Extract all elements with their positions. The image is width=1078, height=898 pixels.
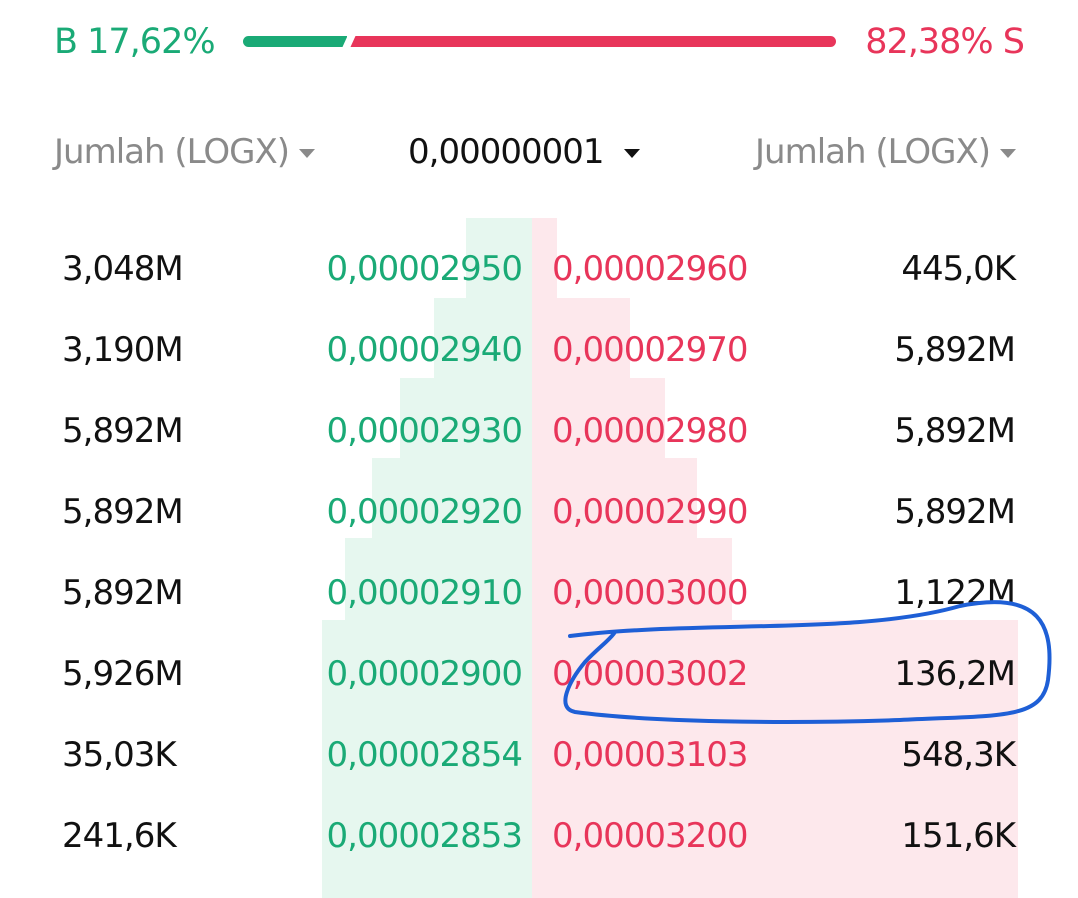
buy-price: 0,00002900 xyxy=(326,654,523,694)
buy-price: 0,00002940 xyxy=(326,330,523,370)
buy-price: 0,00002920 xyxy=(326,492,523,532)
caret xyxy=(299,149,315,158)
buy-price: 0,00002950 xyxy=(326,249,523,289)
depth-bg xyxy=(434,298,532,380)
buy-amount: 3,048M xyxy=(62,249,184,289)
left-amount-selector[interactable]: Jumlah (LOGX) xyxy=(54,132,315,172)
sell-ratio-bar xyxy=(350,36,836,47)
depth-bg xyxy=(400,378,532,460)
depth-bg xyxy=(322,620,532,898)
buy-amount: 241,6K xyxy=(62,816,177,856)
depth-bg xyxy=(532,298,630,380)
caret xyxy=(1000,149,1016,158)
buy-price: 0,00002853 xyxy=(326,816,523,856)
buy-price: 0,00002854 xyxy=(326,735,523,775)
buy-amount: 5,892M xyxy=(62,492,184,532)
depth-bg xyxy=(532,538,732,622)
caret xyxy=(623,149,640,158)
sell-price: 0,00002960 xyxy=(552,249,748,289)
sell-amount: 5,892M xyxy=(894,330,1016,370)
sell-ratio-label: 82,38% S xyxy=(865,22,1025,62)
sell-amount: 5,892M xyxy=(894,411,1016,451)
sell-price: 0,00002970 xyxy=(552,330,748,370)
sell-amount: 548,3K xyxy=(901,735,1016,775)
selector-label: 0,00000001 xyxy=(408,132,604,172)
depth-bg xyxy=(532,620,1018,898)
buy-amount: 5,926M xyxy=(62,654,184,694)
selector-label: Jumlah (LOGX) xyxy=(54,132,290,172)
buy-price: 0,00002910 xyxy=(326,573,523,613)
depth-bg xyxy=(532,218,557,300)
buy-amount: 35,03K xyxy=(62,735,177,775)
buy-ratio-bar xyxy=(243,36,347,47)
depth-bg xyxy=(532,378,665,460)
buy-amount: 5,892M xyxy=(62,411,184,451)
buy-amount: 5,892M xyxy=(62,573,184,613)
depth-bg xyxy=(532,458,697,540)
depth-bg xyxy=(466,218,532,310)
sell-amount: 445,0K xyxy=(901,249,1016,289)
selector-label: Jumlah (LOGX) xyxy=(755,132,991,172)
sell-price: 0,00002990 xyxy=(552,492,748,532)
sell-amount: 136,2M xyxy=(894,654,1016,694)
sell-price: 0,00002980 xyxy=(552,411,748,451)
buy-price: 0,00002930 xyxy=(326,411,523,451)
depth-bg xyxy=(372,458,532,540)
precision-selector[interactable]: 0,00000001 xyxy=(408,132,640,172)
buy-ratio-label: B 17,62% xyxy=(54,22,216,62)
sell-amount: 151,6K xyxy=(901,816,1016,856)
right-amount-selector[interactable]: Jumlah (LOGX) xyxy=(755,132,1016,172)
hand-drawn-circle xyxy=(563,600,1052,724)
sell-amount: 5,892M xyxy=(894,492,1016,532)
sell-price: 0,00003200 xyxy=(552,816,748,856)
buy-amount: 3,190M xyxy=(62,330,184,370)
depth-bg xyxy=(345,538,532,622)
sell-price: 0,00003103 xyxy=(552,735,748,775)
sell-price: 0,00003000 xyxy=(552,573,748,613)
